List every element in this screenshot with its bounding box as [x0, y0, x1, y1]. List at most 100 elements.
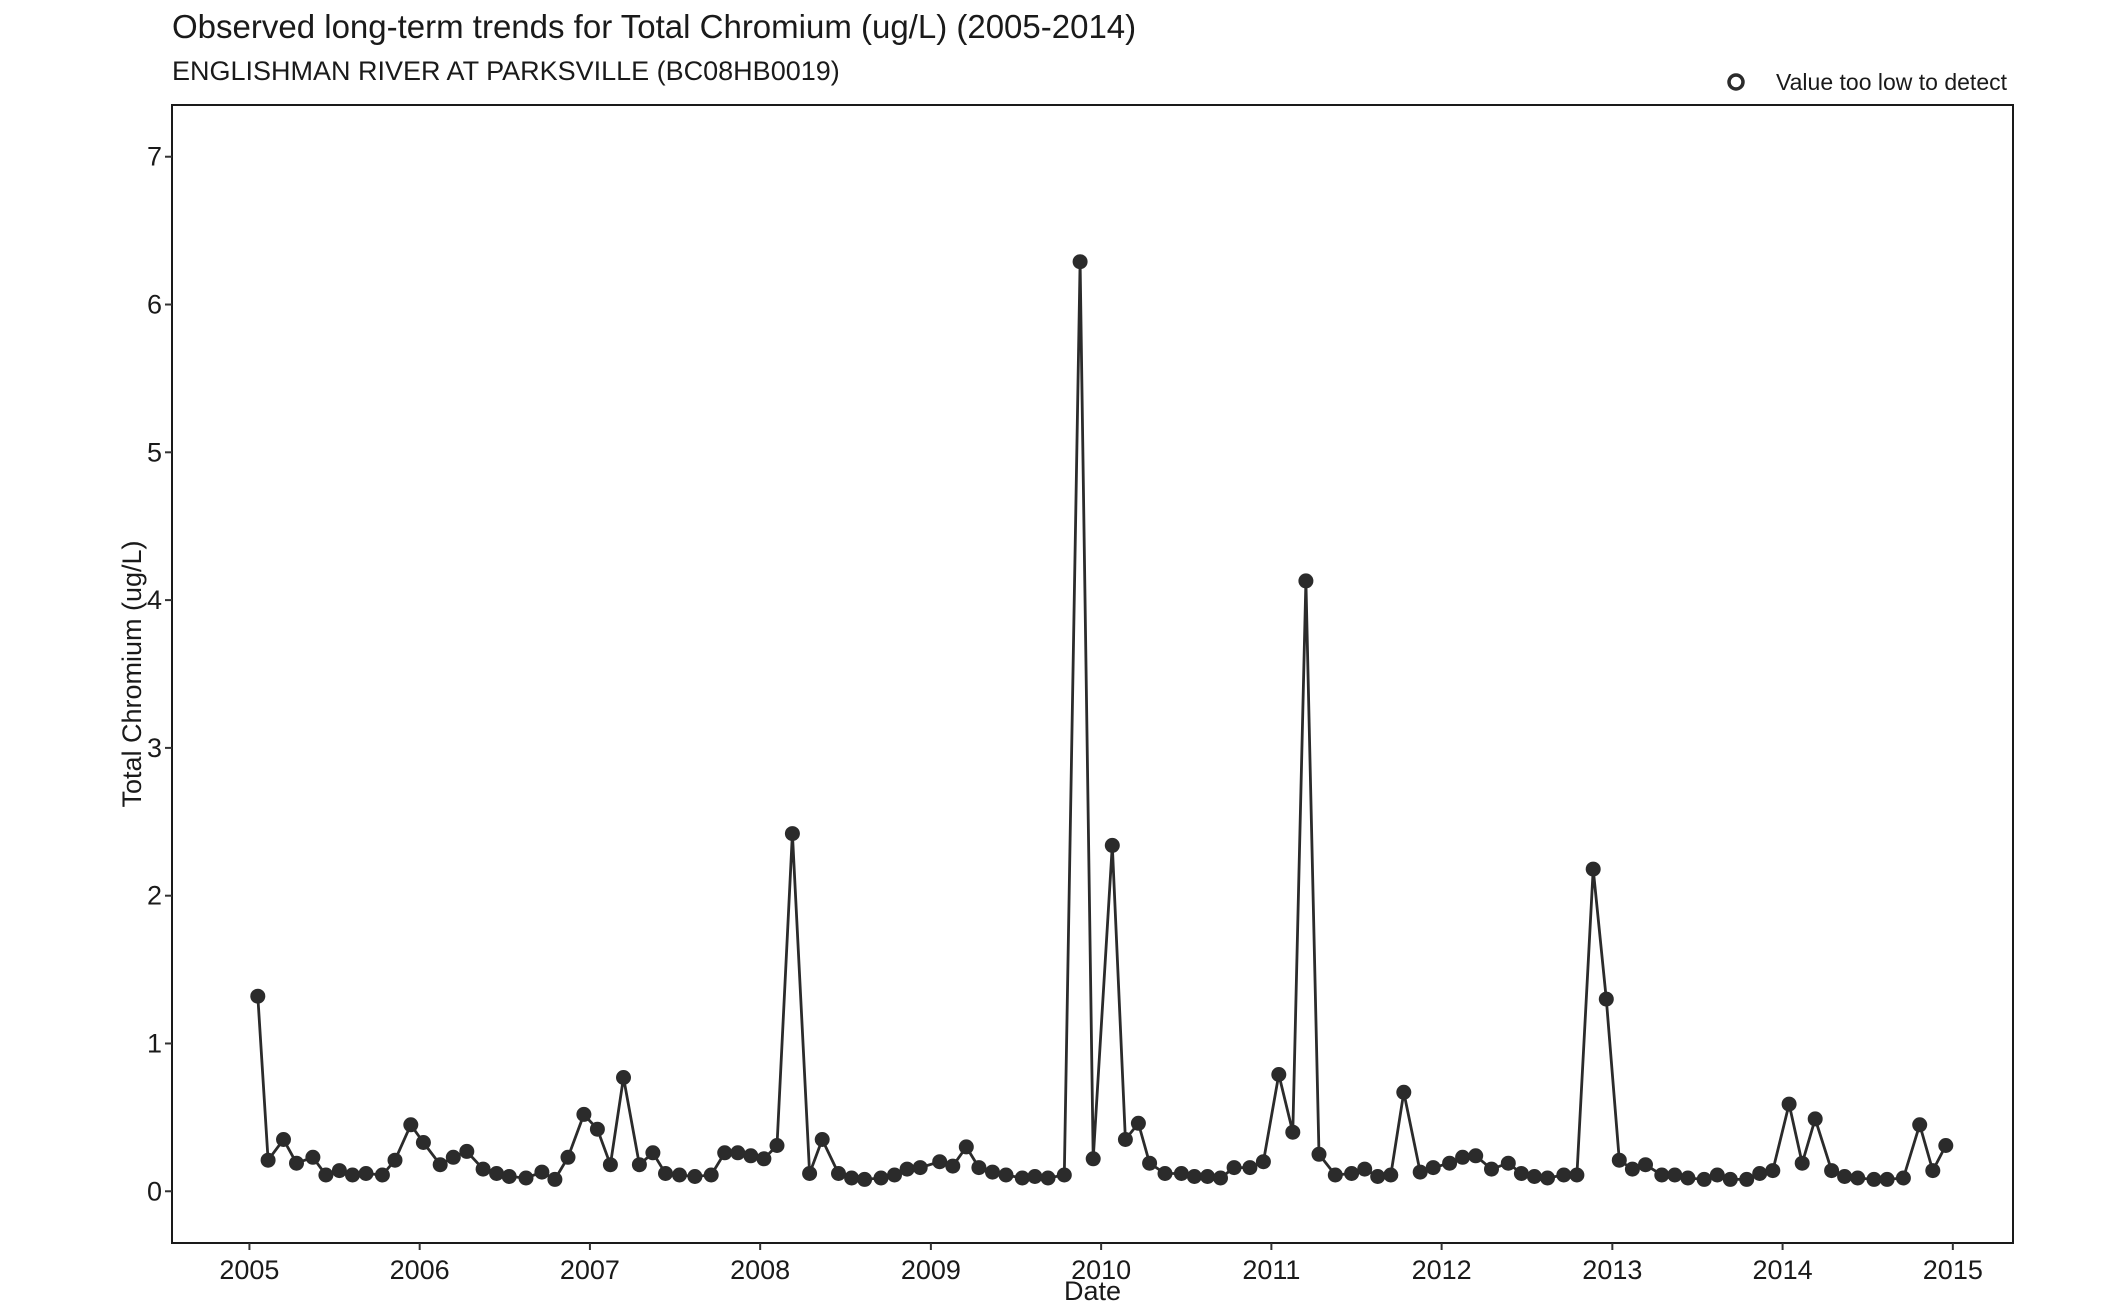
- data-point: [547, 1171, 563, 1187]
- data-point: [1040, 1170, 1056, 1186]
- data-point: [276, 1132, 291, 1147]
- data-point: [1442, 1155, 1458, 1171]
- data-point: [645, 1145, 661, 1161]
- data-point: [1500, 1155, 1516, 1171]
- y-tick-label: 4: [147, 585, 162, 615]
- data-point: [769, 1138, 785, 1153]
- data-point: [1285, 1124, 1301, 1140]
- data-point: [1014, 1170, 1030, 1186]
- data-point: [1513, 1166, 1529, 1181]
- data-point: [403, 1117, 419, 1133]
- chart-title: Observed long-term trends for Total Chro…: [172, 8, 1137, 45]
- y-tick-label: 7: [147, 142, 162, 172]
- chart-subtitle: ENGLISHMAN RIVER AT PARKSVILLE (BC08HB00…: [172, 56, 840, 86]
- data-point: [1569, 1167, 1585, 1183]
- data-point: [899, 1161, 915, 1177]
- data-point: [576, 1106, 592, 1122]
- data-point: [415, 1135, 431, 1150]
- data-point: [1912, 1117, 1928, 1133]
- data-point: [1709, 1167, 1725, 1183]
- data-point: [1765, 1163, 1781, 1179]
- data-point: [1585, 861, 1601, 877]
- data-point: [1895, 1170, 1911, 1186]
- plot-panel-border: [171, 104, 2014, 1244]
- data-point: [784, 826, 800, 842]
- data-point: [1556, 1167, 1572, 1183]
- data-point: [1837, 1169, 1853, 1184]
- data-point: [1311, 1146, 1327, 1162]
- data-point: [1696, 1171, 1712, 1187]
- legend-label: Value too low to detect: [1776, 69, 2008, 95]
- data-point: [501, 1169, 517, 1184]
- legend-open-circle-icon: [1727, 73, 1745, 91]
- data-point: [1879, 1171, 1895, 1187]
- data-point: [1752, 1166, 1768, 1181]
- data-point: [1484, 1161, 1499, 1177]
- data-point: [912, 1160, 928, 1176]
- data-point: [260, 1152, 276, 1168]
- data-point: [802, 1166, 818, 1181]
- data-point: [717, 1145, 733, 1161]
- data-point: [1722, 1171, 1738, 1187]
- data-point: [289, 1155, 304, 1171]
- data-point: [1186, 1169, 1202, 1184]
- data-point: [1611, 1152, 1627, 1168]
- data-point: [730, 1145, 746, 1161]
- x-tick-label: 2014: [1753, 1255, 1813, 1285]
- x-tick-label: 2006: [390, 1255, 450, 1285]
- x-tick-label: 2007: [560, 1255, 620, 1285]
- y-tick-label: 6: [147, 290, 162, 320]
- data-point: [1638, 1157, 1653, 1173]
- data-point: [374, 1167, 390, 1183]
- data-point: [445, 1149, 461, 1165]
- data-point: [1540, 1170, 1555, 1186]
- data-point: [1667, 1167, 1683, 1183]
- data-point: [1298, 573, 1314, 589]
- data-point: [1383, 1167, 1399, 1183]
- axes-layer: 0 1 2 3 4 5 6 7 2005 2006 2007 2008 2009 2010 2011 2012…: [117, 104, 2014, 1306]
- data-point: [1056, 1167, 1072, 1183]
- data-point: [475, 1161, 491, 1177]
- data-point: [318, 1167, 334, 1183]
- data-point: [1794, 1155, 1810, 1171]
- data-point: [1526, 1169, 1542, 1184]
- x-axis-label: Date: [1064, 1276, 1121, 1306]
- data-point: [1242, 1160, 1258, 1176]
- data-point: [1925, 1163, 1941, 1179]
- data-point: [1173, 1166, 1189, 1181]
- data-point: [1739, 1171, 1755, 1187]
- data-point: [1455, 1149, 1471, 1165]
- data-point: [932, 1154, 948, 1170]
- data-point: [971, 1160, 987, 1176]
- data-point: [1938, 1138, 1954, 1153]
- data-point: [1624, 1161, 1640, 1177]
- data-point: [1824, 1163, 1840, 1179]
- x-tick-label: 2015: [1923, 1255, 1983, 1285]
- data-point: [857, 1171, 873, 1187]
- data-point: [489, 1166, 505, 1181]
- data-point: [703, 1167, 719, 1183]
- data-point: [1157, 1166, 1173, 1181]
- data-point: [1866, 1171, 1882, 1187]
- data-point: [945, 1158, 961, 1174]
- series-line: [256, 260, 1948, 1181]
- legend: Value too low to detect: [1727, 69, 2008, 95]
- data-point: [518, 1170, 534, 1186]
- data-point: [1226, 1160, 1242, 1176]
- data-point: [387, 1152, 403, 1168]
- data-point: [616, 1070, 631, 1085]
- data-point: [1200, 1169, 1215, 1184]
- data-point: [814, 1132, 830, 1147]
- data-point: [1781, 1096, 1797, 1112]
- y-tick-label: 1: [147, 1028, 162, 1058]
- data-point: [1357, 1161, 1373, 1177]
- data-point: [1142, 1155, 1158, 1171]
- x-tick-label: 2012: [1412, 1255, 1472, 1285]
- y-axis-label: Total Chromium (ug/L): [117, 540, 147, 807]
- data-point: [1085, 1151, 1101, 1167]
- data-point: [331, 1163, 347, 1179]
- series-layer: [250, 254, 1954, 1187]
- data-point: [958, 1139, 974, 1155]
- data-point: [1327, 1167, 1343, 1183]
